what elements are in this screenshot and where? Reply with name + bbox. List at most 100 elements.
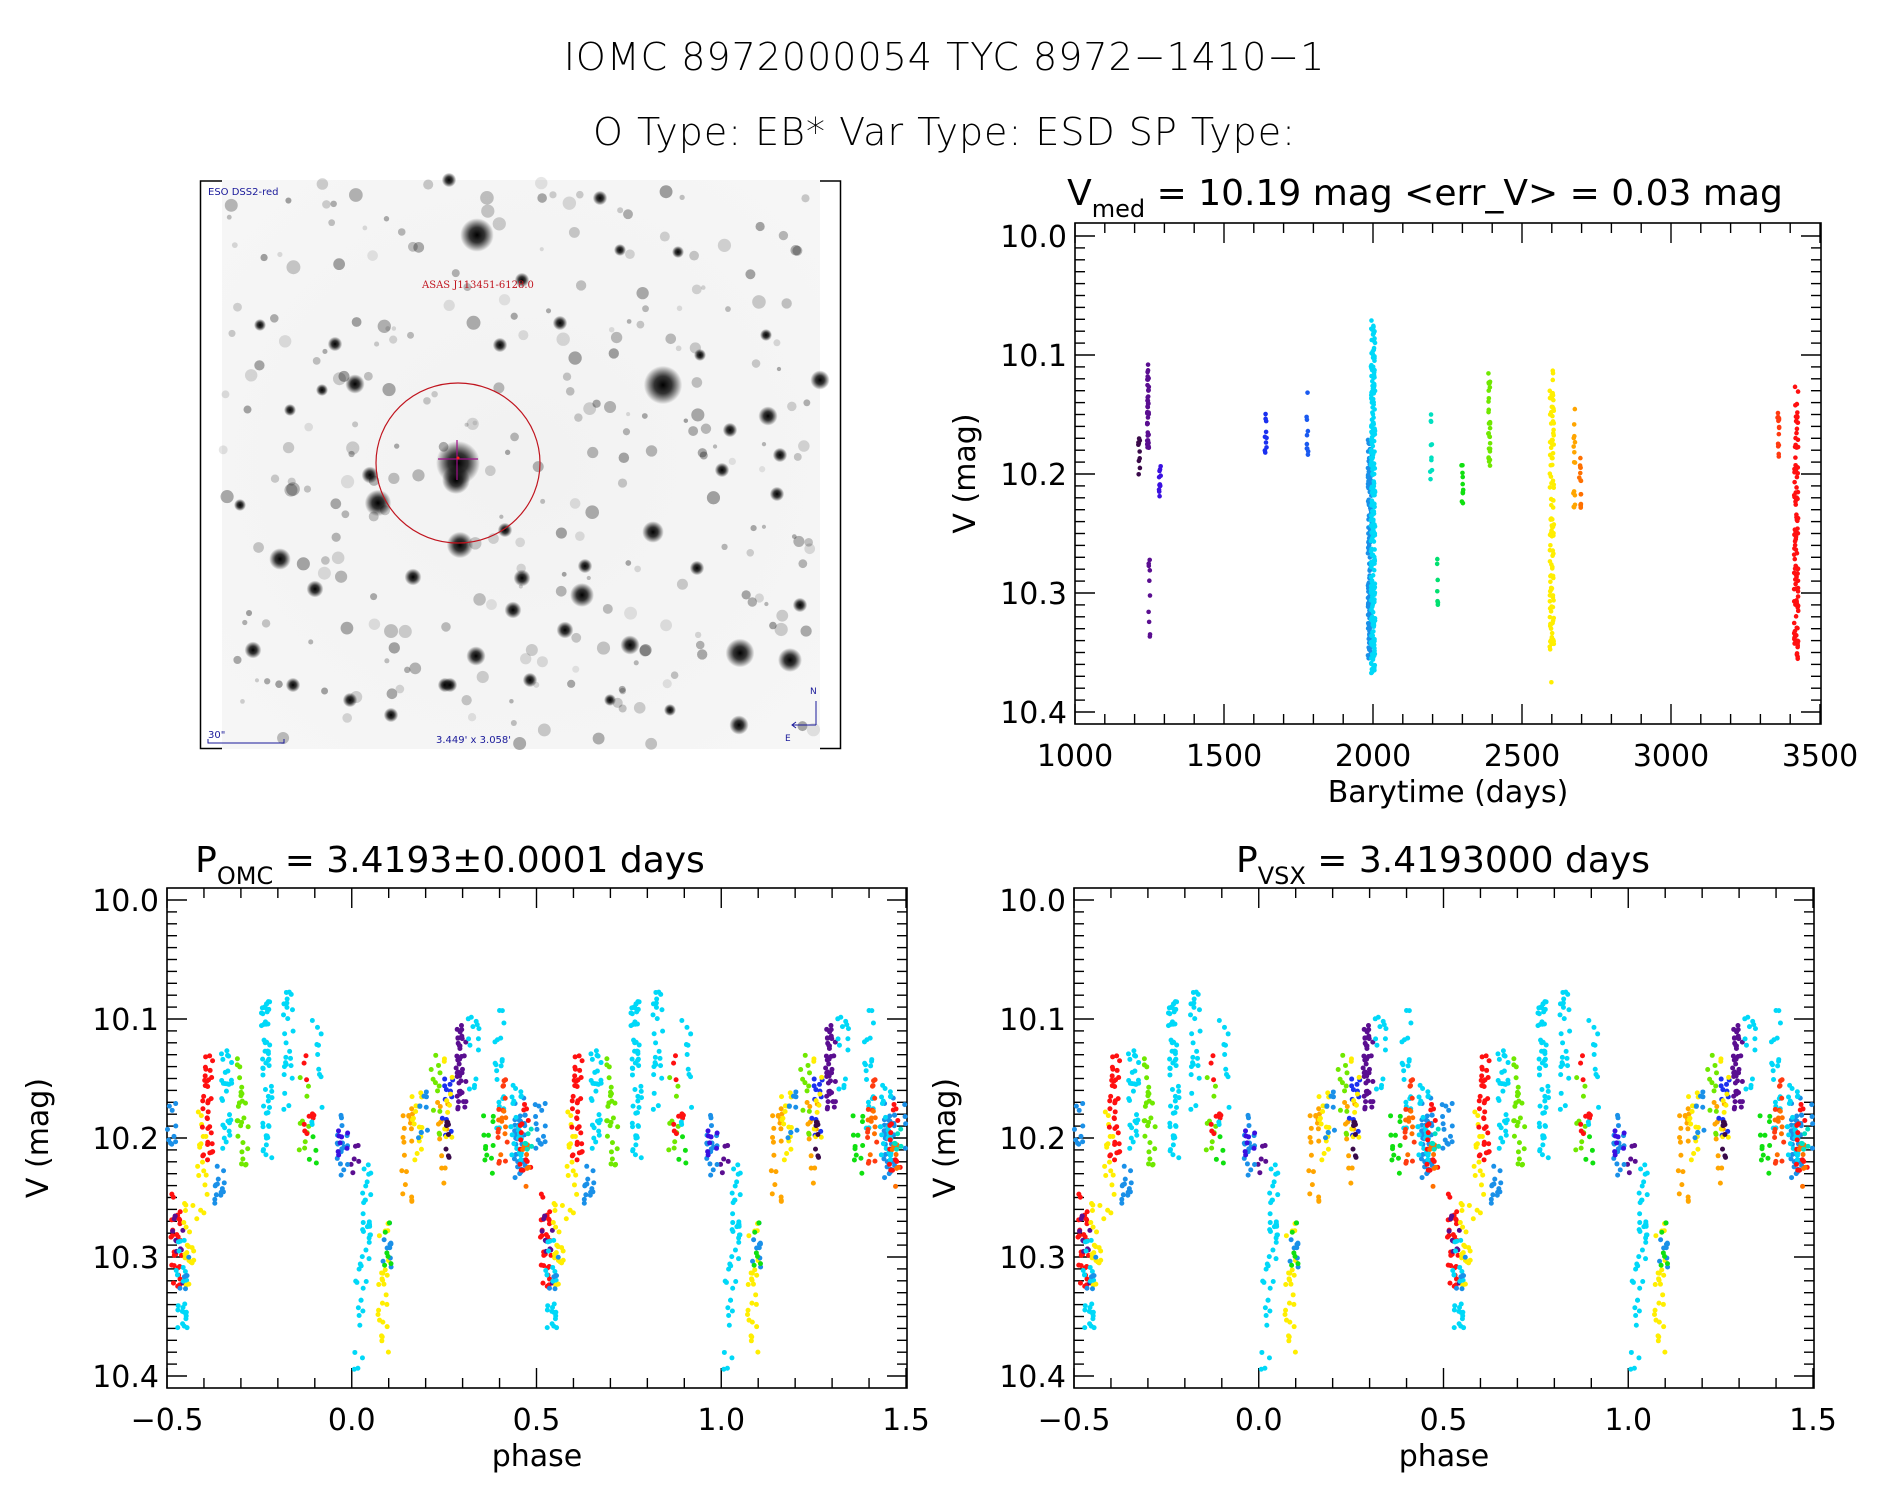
data-point [1251,1133,1257,1139]
data-point [1369,643,1374,648]
data-point [541,1214,547,1220]
data-point [1538,1037,1544,1043]
data-point [518,1089,524,1095]
data-point [1420,1141,1426,1147]
data-point [708,1149,714,1155]
data-point [1792,636,1797,642]
data-point [1795,389,1801,394]
data-point [1723,1102,1729,1108]
data-point [654,996,660,1002]
data-point [1371,644,1376,649]
data-point [1810,1121,1816,1127]
data-point [1258,1366,1264,1372]
data-point [1108,1210,1114,1216]
data-point [521,1132,527,1138]
data-point [178,1238,184,1244]
data-point [1371,354,1377,359]
data-point [376,1282,382,1288]
y-tick-label: 10.2 [92,1122,159,1157]
data-point [546,1248,552,1254]
data-point [1080,1267,1086,1273]
data-point [1410,1077,1416,1083]
data-point [521,1095,527,1101]
data-point [1677,1135,1683,1141]
data-point [1366,1070,1372,1076]
data-point [817,1091,823,1097]
data-point [1365,1078,1371,1084]
data-point [180,1278,186,1284]
faint-star [389,335,398,344]
data-point [880,1098,886,1104]
data-point [1451,1272,1457,1278]
data-point [811,1076,817,1082]
data-point [632,1152,638,1158]
data-point [1367,653,1372,659]
data-point [1369,318,1374,323]
data-point [1368,392,1374,398]
data-point [1366,636,1372,642]
faint-star [469,537,482,550]
data-point [1511,1056,1517,1062]
data-point [574,1142,580,1148]
data-point [176,1216,182,1222]
data-point [522,1163,528,1169]
data-point [551,1201,557,1207]
data-point [1517,1115,1523,1121]
data-point [1409,1158,1415,1164]
data-point [1370,443,1376,449]
data-point [179,1252,185,1258]
data-point [236,1100,242,1106]
data-point [835,1036,841,1042]
data-point [1146,375,1151,381]
data-point [1323,1135,1329,1141]
data-point [1731,1070,1737,1076]
data-point [1131,1081,1137,1087]
data-point [1121,1163,1127,1169]
data-point [1453,1217,1459,1223]
data-point [283,1054,289,1060]
data-point [500,1107,506,1113]
data-point [824,1057,830,1063]
data-point [836,1042,842,1048]
data-point [1370,642,1376,647]
data-point [1776,425,1782,431]
data-point [1798,1132,1804,1138]
data-point [894,1165,900,1171]
data-point [1273,1171,1279,1177]
data-point [1120,1182,1126,1188]
data-point [1572,439,1578,445]
data-point [1363,1061,1369,1067]
data-point [1460,470,1465,476]
data-point [609,1156,615,1162]
data-point [260,1056,266,1062]
data-point [522,1101,528,1107]
faint-star [520,653,532,665]
data-point [1349,1165,1355,1171]
data-point [1548,517,1554,522]
data-point [1365,465,1371,471]
data-point [1547,532,1553,538]
data-point [1369,523,1374,529]
data-point [1367,647,1372,653]
survey-label: ESO DSS2-red [208,187,278,198]
data-point [1660,1292,1666,1298]
x-axis-label: phase [492,1439,583,1474]
data-point [1586,1111,1592,1117]
data-point [1408,1094,1414,1100]
data-point [1636,1227,1642,1233]
data-point [555,1257,561,1263]
faint-star [642,305,649,313]
data-point [459,1036,465,1042]
data-point [884,1164,890,1170]
data-point [1427,1146,1433,1152]
star [729,715,749,735]
faint-star [374,341,380,347]
data-point [1519,1162,1525,1168]
data-point [518,1157,524,1163]
data-point [1367,590,1373,596]
data-point [1644,1192,1650,1198]
data-point [358,1297,364,1303]
data-point [714,1143,720,1149]
data-point [865,1099,871,1105]
data-point [1786,1094,1792,1100]
